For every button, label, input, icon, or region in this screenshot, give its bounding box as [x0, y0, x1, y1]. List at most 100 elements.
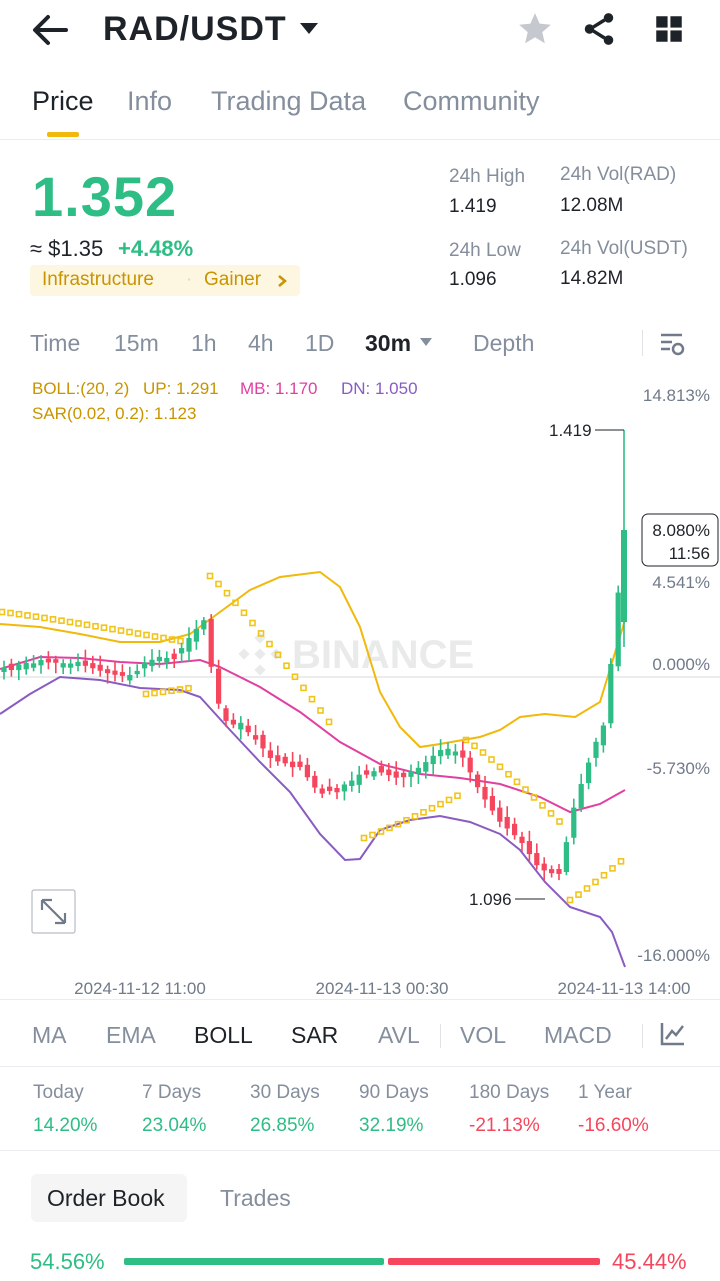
y-label: 0.000% [652, 655, 710, 674]
current-price-box [641, 513, 719, 567]
indicator-settings-icon[interactable] [659, 1020, 687, 1048]
buy-ratio-bar [124, 1258, 384, 1265]
candle-body [45, 658, 51, 663]
interval-time[interactable]: Time [30, 330, 81, 356]
indicator-ema[interactable]: EMA [106, 1022, 156, 1048]
indicator-macd[interactable]: MACD [544, 1022, 612, 1048]
candle-body [482, 786, 488, 800]
sar-dot [617, 858, 625, 865]
active-tab-indicator [47, 132, 79, 137]
candle-body [438, 750, 444, 757]
interval-1d[interactable]: 1D [305, 330, 335, 356]
candle-body [186, 638, 192, 652]
sar-dot [168, 687, 175, 695]
tab-trading-data[interactable]: Trading Data [211, 86, 367, 116]
candle-body [430, 755, 436, 765]
sar-dot [428, 804, 436, 812]
candle-body [105, 669, 111, 674]
sar-dot [49, 616, 57, 623]
candlestick-chart[interactable]: BINANCE BOLL:(20, 2) UP: 1.291 MB: 1.170… [0, 372, 720, 1000]
candle-body [571, 807, 577, 838]
candle-body [134, 670, 140, 675]
indicator-boll[interactable]: BOLL [194, 1022, 253, 1048]
interval-depth[interactable]: Depth [473, 330, 535, 356]
indicator-ma[interactable]: MA [32, 1022, 67, 1048]
candle-body [526, 841, 532, 855]
tab-order-book[interactable]: Order Book [31, 1174, 187, 1222]
candle-body [193, 628, 199, 642]
tab-info[interactable]: Info [127, 86, 173, 116]
indicator-sar[interactable]: SAR [291, 1022, 339, 1048]
boll-mb-value: MB: 1.170 [240, 379, 318, 398]
interval-15m[interactable]: 15m [114, 330, 159, 356]
interval-caret-icon [420, 338, 432, 346]
candle-body [97, 664, 103, 671]
sar-dot [479, 749, 487, 756]
sar-dot [513, 778, 521, 786]
candle-body [149, 659, 155, 667]
sar-dot [609, 865, 616, 872]
candle-body [223, 708, 229, 721]
sar-dot [215, 580, 222, 588]
tag-gainer[interactable]: Gainer [204, 269, 262, 290]
star-icon[interactable] [516, 10, 554, 48]
sar-dot [462, 736, 470, 744]
candle-body [75, 661, 81, 667]
divider [440, 1024, 441, 1048]
binance-watermark: BINANCE [238, 632, 474, 677]
divider [0, 1150, 720, 1151]
chart-settings-icon[interactable] [658, 330, 686, 358]
sar-dot [206, 572, 214, 580]
current-pct: 8.080% [652, 521, 710, 540]
sell-ratio-bar [388, 1258, 600, 1265]
grid-icon[interactable] [652, 12, 686, 46]
sell-percent: 45.44% [612, 1249, 687, 1274]
tab-trades[interactable]: Trades [220, 1185, 291, 1211]
candle-body [549, 869, 555, 874]
high-value: 1.419 [449, 196, 497, 217]
expand-chart-button[interactable] [31, 889, 76, 934]
sar-dot [134, 630, 142, 637]
boll-middle-line [0, 655, 626, 814]
tab-community[interactable]: Community [403, 86, 540, 116]
sar-dot [505, 770, 512, 778]
sar-dot [300, 684, 307, 692]
divider [642, 330, 643, 356]
pair-title[interactable]: RAD/USDT [103, 10, 287, 48]
y-label: 4.541% [652, 573, 710, 592]
tag-infrastructure[interactable]: Infrastructure [42, 269, 154, 290]
candle-body [467, 757, 473, 773]
sar-dot [24, 612, 31, 619]
sar-dot [185, 684, 192, 692]
sar-dot [530, 794, 538, 801]
candle-body [208, 618, 214, 667]
interval-1h[interactable]: 1h [191, 330, 217, 356]
share-icon[interactable] [580, 10, 618, 48]
chevron-right-icon [278, 275, 287, 287]
sar-dot [369, 831, 376, 839]
low-value: 1.096 [449, 269, 497, 290]
sar-dot [240, 609, 248, 617]
candle-body [593, 741, 599, 758]
candle-body [452, 751, 458, 756]
indicator-vol[interactable]: VOL [460, 1022, 507, 1048]
sar-dot [58, 617, 65, 624]
interval-30m[interactable]: 30m [365, 330, 412, 356]
candle-body [297, 761, 303, 767]
caret-down-icon[interactable] [298, 20, 320, 36]
price-change: +4.48% [118, 236, 194, 261]
boll-label: BOLL:(20, 2) [32, 379, 129, 398]
tag-bar[interactable]: Infrastructure · Gainer [30, 265, 300, 296]
sar-dot [66, 618, 74, 626]
sar-dot [160, 634, 167, 642]
tab-price[interactable]: Price [32, 86, 94, 116]
arrow-left-icon[interactable] [30, 12, 70, 48]
candle-body [378, 766, 384, 773]
interval-4h[interactable]: 4h [248, 330, 274, 356]
sar-dot [437, 800, 444, 808]
indicator-avl[interactable]: AVL [378, 1022, 420, 1048]
sar-dot [142, 690, 150, 698]
sar-dot [257, 630, 265, 637]
candle-body [253, 735, 259, 740]
candle-body [423, 762, 429, 772]
